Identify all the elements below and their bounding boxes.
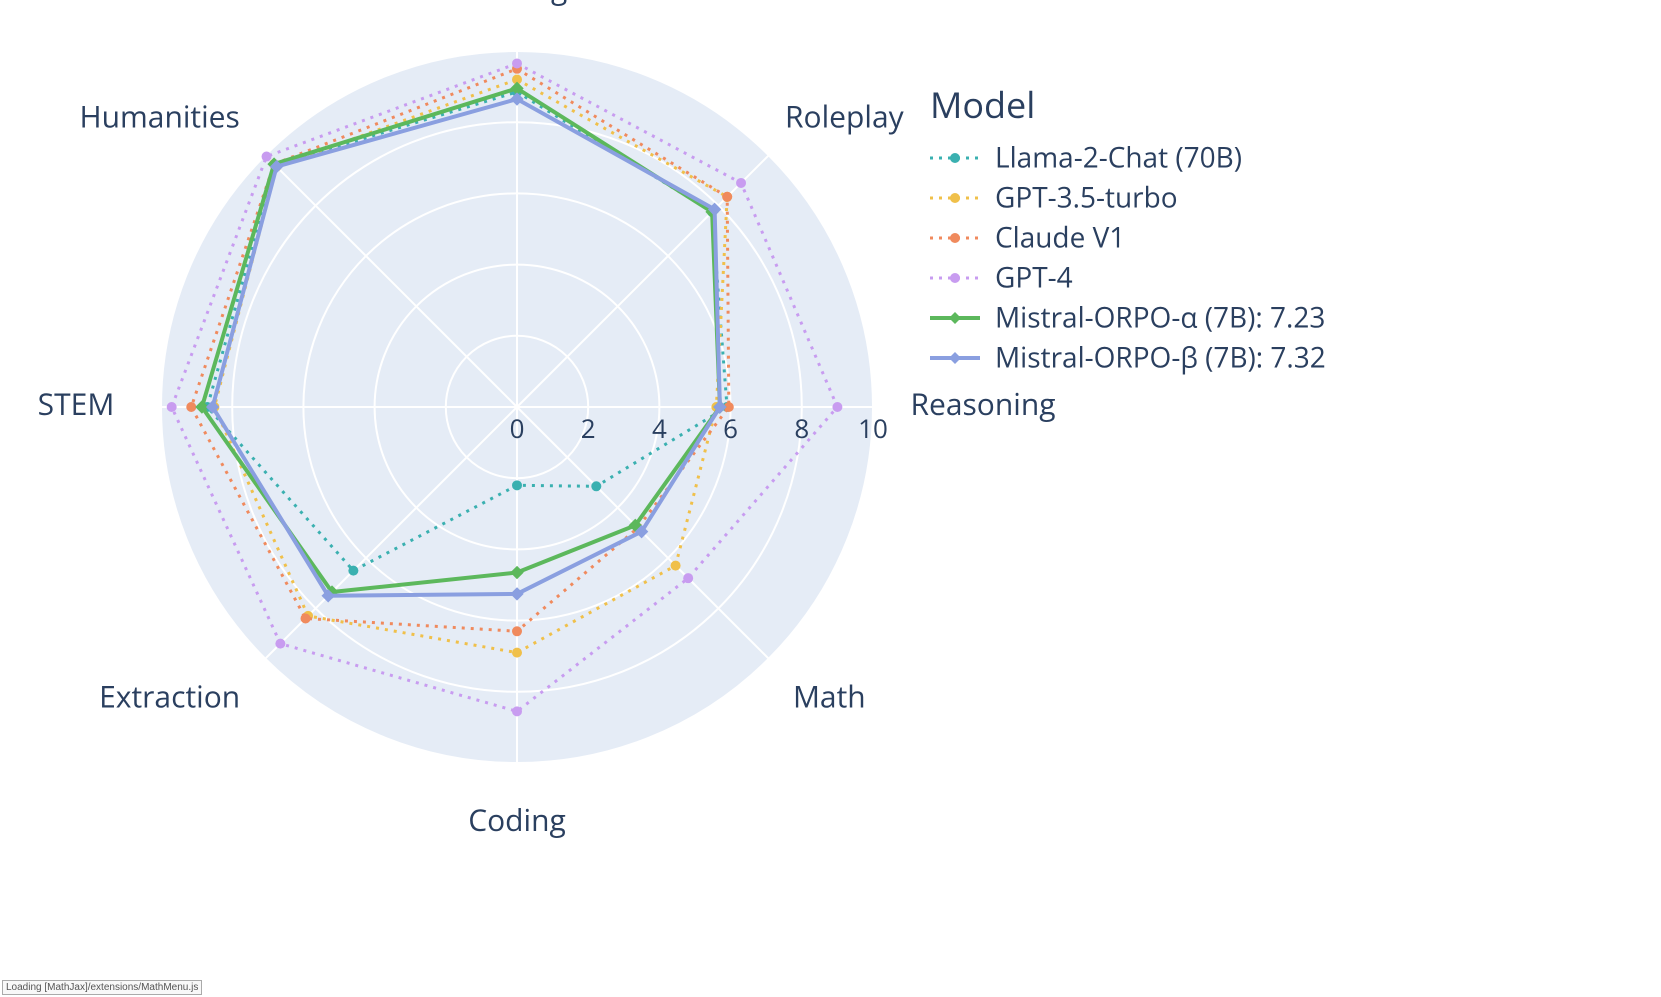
series-marker bbox=[167, 402, 177, 412]
series-marker bbox=[512, 648, 522, 658]
axis-label-stem: STEM bbox=[38, 383, 115, 424]
series-marker bbox=[832, 402, 842, 412]
legend-item-5[interactable]: Mistral-ORPO-β (7B): 7.32 bbox=[995, 338, 1326, 376]
series-marker bbox=[348, 566, 358, 576]
series-marker bbox=[512, 626, 522, 636]
legend-item-2[interactable]: Claude V1 bbox=[995, 218, 1125, 256]
legend-item-4[interactable]: Mistral-ORPO-α (7B): 7.23 bbox=[995, 298, 1325, 336]
radial-tick-6: 6 bbox=[723, 410, 738, 446]
axis-label-roleplay: Roleplay bbox=[785, 96, 905, 137]
radar-chart-svg: Writing Roleplay Reasoning Math Coding Extrac… bbox=[0, 0, 1661, 997]
radar-chart-container: Writing Roleplay Reasoning Math Coding Extrac… bbox=[0, 0, 1661, 997]
legend-swatch-marker bbox=[949, 312, 961, 324]
series-marker bbox=[671, 561, 681, 571]
series-marker bbox=[262, 152, 272, 162]
axis-label-math: Math bbox=[793, 675, 866, 716]
series-marker bbox=[186, 402, 196, 412]
series-marker bbox=[512, 480, 522, 490]
series-marker bbox=[683, 573, 693, 583]
radial-tick-10: 10 bbox=[858, 410, 888, 446]
series-marker bbox=[512, 58, 522, 68]
legend-swatch-marker bbox=[950, 193, 960, 203]
series-marker bbox=[275, 639, 285, 649]
series-marker bbox=[722, 192, 732, 202]
legend-item-1[interactable]: GPT-3.5-turbo bbox=[995, 178, 1178, 216]
legend-swatch-marker bbox=[949, 352, 961, 364]
legend-swatch-marker bbox=[950, 153, 960, 163]
series-marker bbox=[736, 178, 746, 188]
series-marker bbox=[591, 481, 601, 491]
radial-tick-4: 4 bbox=[652, 410, 667, 446]
legend-swatch-marker bbox=[950, 273, 960, 283]
legend-item-3[interactable]: GPT-4 bbox=[995, 258, 1073, 296]
series-marker bbox=[512, 706, 522, 716]
mathjax-status-bar: Loading [MathJax]/extensions/MathMenu.js bbox=[2, 980, 202, 995]
axis-label-writing: Writing bbox=[467, 0, 568, 8]
radial-tick-2: 2 bbox=[581, 410, 596, 446]
legend-title: Model bbox=[930, 80, 1035, 129]
legend-item-0[interactable]: Llama-2-Chat (70B) bbox=[995, 138, 1242, 176]
radial-tick-8: 8 bbox=[794, 410, 809, 446]
axis-label-reasoning: Reasoning bbox=[910, 383, 1055, 424]
radial-tick-0: 0 bbox=[510, 410, 525, 446]
axis-label-humanities: Humanities bbox=[79, 96, 239, 137]
axis-label-extraction: Extraction bbox=[99, 675, 240, 716]
series-marker bbox=[301, 613, 311, 623]
axis-label-coding: Coding bbox=[468, 799, 566, 840]
legend-swatch-marker bbox=[950, 233, 960, 243]
